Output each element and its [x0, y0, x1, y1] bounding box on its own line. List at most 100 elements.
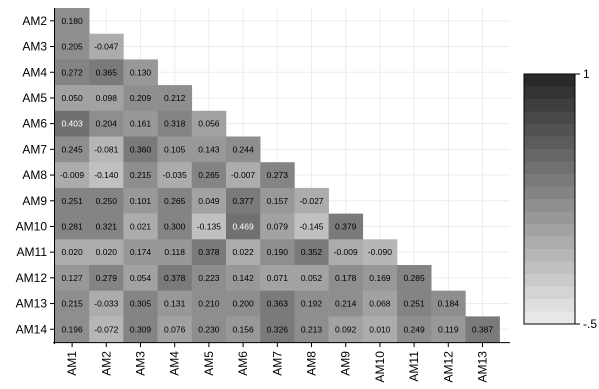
cell-value-label: 0.249	[403, 324, 425, 334]
legend-swatch	[524, 136, 575, 150]
heatmap-cell	[89, 59, 124, 86]
row-label: AM3	[22, 40, 47, 54]
row-label: AM14	[16, 322, 48, 336]
row-label: AM2	[22, 14, 47, 28]
legend-swatch	[524, 74, 575, 87]
cell-value-label: -0.145	[299, 221, 323, 231]
cell-value-label: 0.360	[130, 144, 152, 154]
heatmap-cell	[191, 187, 227, 214]
axes: AM2 AM3 AM4 AM5 AM6 AM7 AM8 AM9 AM10 AM11 AM12 AM13…	[16, 8, 510, 382]
cell-value-label: 0.379	[335, 221, 357, 231]
cell-value-label: -0.035	[163, 170, 187, 180]
heatmap-cell	[465, 316, 500, 343]
row-label: AM6	[22, 117, 47, 131]
heatmap-cell	[226, 136, 261, 163]
heatmap-cell	[226, 213, 261, 240]
cell-value-label: 0.079	[267, 221, 289, 231]
heatmap-cell	[123, 136, 158, 163]
heatmap-cell	[89, 213, 124, 240]
heatmap-cell	[294, 187, 329, 214]
cell-value-label: -0.047	[94, 42, 118, 52]
cell-value-label: 0.169	[369, 273, 391, 283]
cell-value-label: 0.196	[61, 324, 83, 334]
cell-value-label: 0.212	[164, 93, 186, 103]
cell-value-label: 0.363	[267, 299, 289, 309]
heatmap-cell	[226, 290, 261, 317]
cell-value-label: 0.118	[164, 247, 185, 257]
heatmap-cell	[260, 316, 295, 343]
cell-value-label: 0.215	[130, 170, 152, 180]
cell-value-label: 0.213	[301, 324, 323, 334]
cell-value-label: -0.009	[334, 247, 358, 257]
cell-value-label: 0.076	[164, 324, 186, 334]
cell-value-label: 0.101	[130, 196, 152, 206]
legend-min-label: -.5	[583, 317, 597, 331]
row-label: AM10	[16, 219, 48, 233]
cell-value-label: 0.245	[61, 144, 83, 154]
cell-value-label: 0.285	[403, 273, 425, 283]
cell-value-label: 0.192	[301, 299, 323, 309]
heatmap-cell	[294, 290, 329, 317]
heatmap-cell	[89, 110, 124, 137]
heatmap-cell	[191, 290, 227, 317]
heatmap-cell	[55, 239, 90, 266]
heatmap-cell	[123, 110, 158, 137]
row-label: AM8	[22, 168, 47, 182]
heatmap-cell	[294, 265, 329, 291]
heatmap-cell	[294, 316, 329, 343]
cell-value-label: 0.210	[198, 299, 220, 309]
heatmap-cell	[89, 265, 124, 291]
heatmap-cell	[260, 290, 295, 317]
heatmap-cell	[362, 239, 398, 266]
cell-value-label: 0.377	[232, 196, 254, 206]
heatmap-cell	[55, 162, 90, 189]
heatmap-cell	[431, 290, 466, 317]
heatmap-cell	[123, 213, 158, 240]
heatmap-cell	[55, 8, 90, 34]
column-label: AM4	[168, 351, 182, 376]
heatmap-cell	[191, 265, 227, 291]
heatmap-cell	[157, 265, 193, 291]
cell-value-label: 0.157	[267, 196, 289, 206]
column-label: AM8	[305, 351, 319, 376]
legend-swatch	[524, 149, 575, 162]
cell-value-label: 0.378	[164, 273, 186, 283]
cell-value-label: 0.056	[198, 119, 220, 129]
heatmap-cell	[89, 33, 124, 60]
heatmap-cell	[89, 85, 124, 112]
legend-frame	[523, 73, 576, 325]
row-label: AM5	[22, 91, 47, 105]
cell-value-label: 0.049	[198, 196, 220, 206]
heatmap-cell	[123, 265, 158, 291]
cell-value-label: 0.098	[96, 93, 118, 103]
heatmap-cell	[191, 136, 227, 163]
cell-value-label: 0.265	[198, 170, 220, 180]
cell-value-label: 0.054	[130, 273, 152, 283]
legend-swatch	[524, 99, 575, 112]
heatmap-cell	[191, 110, 227, 137]
heatmap-cells: 0.180 0.205 -0.047 0.272 0.365 0.130 0.050 0.09…	[55, 8, 500, 343]
cell-value-label: 0.130	[130, 67, 152, 77]
row-label: AM13	[16, 297, 48, 311]
heatmap-cell	[123, 316, 158, 343]
cell-value-label: 0.022	[232, 247, 254, 257]
legend-max-label: 1	[583, 67, 590, 81]
legend-swatch	[524, 211, 575, 225]
cell-value-label: -0.090	[368, 247, 392, 257]
heatmap-cell	[362, 290, 398, 317]
heatmap-cell	[89, 136, 124, 163]
legend-swatch	[524, 174, 575, 187]
cell-value-label: 0.156	[232, 324, 254, 334]
cell-value-label: 0.020	[61, 247, 83, 257]
cell-value-label: 0.021	[130, 221, 152, 231]
cell-value-label: 0.131	[164, 299, 186, 309]
heatmap-cell	[328, 316, 364, 343]
cell-value-label: 0.092	[335, 324, 357, 334]
heatmap-cell	[226, 239, 261, 266]
legend-swatch	[524, 186, 575, 200]
heatmap-cell	[123, 239, 158, 266]
heatmap-cell	[294, 239, 329, 266]
heatmap-cell	[157, 110, 193, 137]
cell-value-label: 0.010	[369, 324, 391, 334]
heatmap-cell	[157, 187, 193, 214]
